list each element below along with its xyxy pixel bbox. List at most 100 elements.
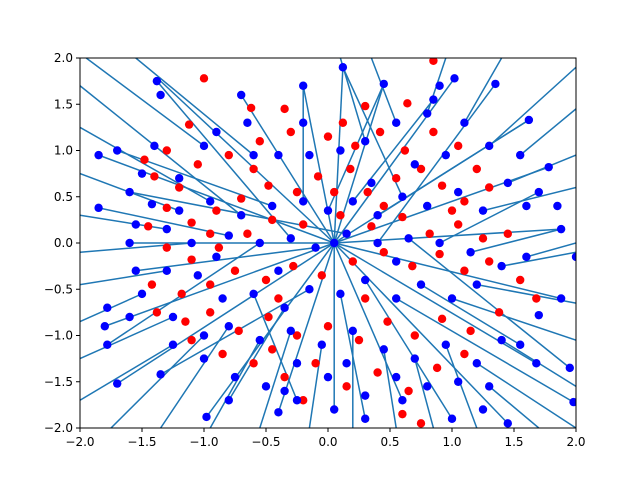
blue-point — [199, 141, 209, 151]
blue-point — [280, 386, 289, 396]
blue-point — [162, 266, 171, 275]
line-segment — [470, 228, 562, 253]
red-point — [292, 331, 302, 340]
blue-point — [249, 289, 258, 299]
blue-point — [392, 372, 401, 382]
red-point — [416, 419, 426, 428]
line-segment — [476, 362, 576, 428]
y-axis-ticks: −2.0 −1.5 −1.0 −0.5 0.0 0.5 1.0 1.5 2.0 — [44, 51, 80, 435]
blue-point — [447, 294, 457, 303]
red-point — [249, 359, 258, 368]
red-point — [313, 172, 323, 181]
blue-point — [224, 396, 233, 405]
blue-point — [168, 340, 178, 349]
blue-point — [392, 118, 401, 127]
blue-point — [243, 118, 252, 127]
red-point — [234, 326, 243, 336]
blue-point — [379, 345, 388, 354]
red-point — [199, 74, 209, 83]
blue-point — [103, 340, 112, 349]
blue-point — [503, 178, 512, 188]
red-point — [323, 322, 333, 331]
line-segment — [482, 186, 576, 212]
red-point — [206, 308, 215, 317]
line-segment — [519, 108, 576, 156]
red-point — [485, 183, 494, 192]
y-tick-label: −2.0 — [44, 421, 73, 435]
red-point — [286, 127, 295, 137]
line-segment — [364, 279, 453, 420]
line-segment — [488, 66, 576, 147]
red-point — [264, 312, 273, 322]
red-point — [264, 181, 273, 190]
blue-point — [299, 118, 308, 127]
red-point — [494, 308, 504, 317]
line-segment — [342, 66, 404, 198]
red-point — [435, 249, 444, 259]
red-point — [212, 206, 221, 215]
red-point — [274, 294, 283, 303]
red-point — [181, 317, 190, 326]
line-segment — [240, 94, 335, 244]
line-segment — [156, 80, 292, 239]
red-point — [410, 331, 419, 340]
blue-point — [361, 391, 370, 400]
red-point — [392, 174, 401, 183]
red-point — [162, 243, 171, 252]
blue-point — [274, 266, 283, 275]
blue-point — [156, 90, 165, 100]
blue-point — [125, 312, 134, 322]
blue-point — [450, 74, 459, 83]
red-point — [503, 229, 512, 238]
blue-point — [478, 405, 488, 414]
blue-point — [137, 169, 147, 178]
x-tick-label: 1.5 — [504, 435, 523, 449]
y-tick-label: 0.5 — [54, 190, 73, 204]
blue-point — [348, 197, 357, 206]
red-point — [330, 187, 339, 197]
red-point — [255, 137, 264, 146]
red-point — [187, 218, 196, 227]
blue-point — [193, 271, 202, 280]
red-point — [175, 183, 184, 192]
red-point — [218, 349, 227, 359]
red-point — [354, 335, 364, 345]
line-segment — [80, 270, 167, 286]
blue-point — [544, 162, 553, 172]
blue-point — [323, 206, 333, 215]
blue-point — [361, 275, 370, 285]
red-point — [342, 382, 351, 391]
blue-point — [361, 414, 370, 423]
line-segment — [135, 58, 255, 156]
red-point — [351, 141, 360, 151]
blue-point — [212, 127, 221, 137]
blue-point — [103, 303, 112, 312]
red-point — [249, 164, 258, 174]
x-tick-label: 0.0 — [318, 435, 337, 449]
blue-point — [392, 257, 401, 266]
red-point — [336, 211, 345, 220]
blue-point — [410, 160, 419, 169]
line-segment — [160, 80, 335, 244]
red-point — [367, 222, 376, 231]
x-tick-label: −1.5 — [127, 435, 156, 449]
red-point — [466, 326, 475, 336]
x-axis-ticks: −2.0 −1.5 −1.0 −0.5 0.0 0.5 1.0 1.5 2.0 — [65, 428, 586, 449]
blue-point — [565, 363, 574, 373]
red-point — [299, 220, 308, 229]
blue-point — [286, 234, 295, 243]
red-point — [317, 271, 326, 280]
blue-point — [125, 187, 134, 197]
line-segment — [445, 344, 478, 428]
line-segment — [376, 83, 497, 244]
blue-point — [392, 294, 401, 303]
line-segment — [408, 237, 571, 369]
red-point — [454, 141, 463, 151]
red-point — [147, 280, 157, 289]
blue-point — [175, 174, 184, 183]
red-point — [268, 215, 277, 225]
blue-point — [224, 231, 233, 240]
red-point — [162, 203, 171, 213]
red-point — [403, 99, 412, 108]
red-point — [408, 261, 417, 271]
